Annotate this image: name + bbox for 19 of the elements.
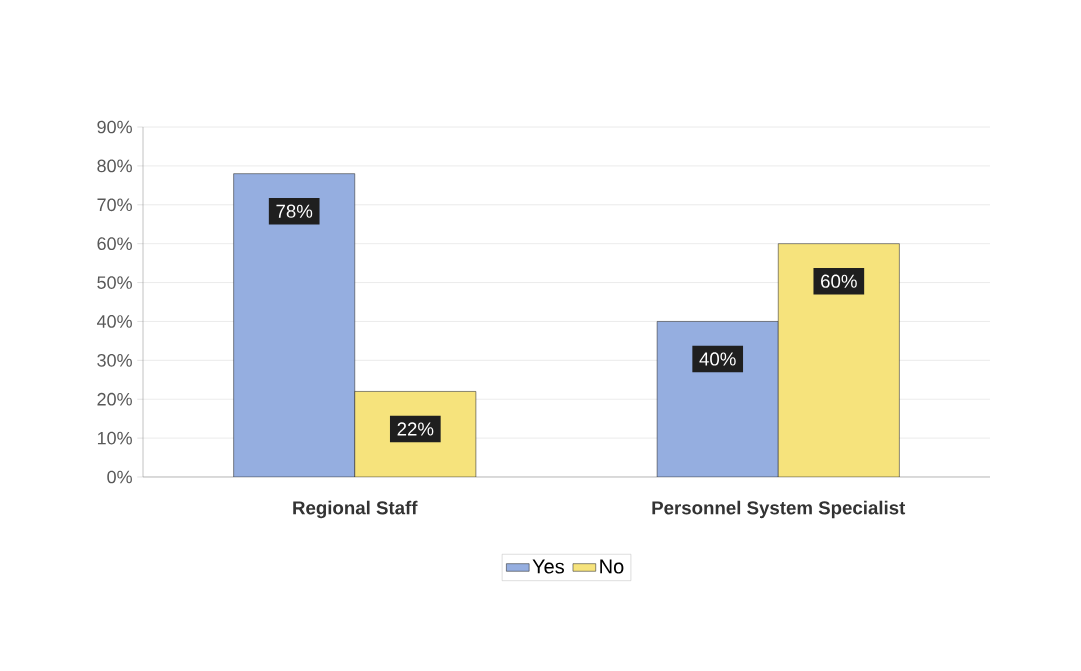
data-label: 78% [276, 204, 313, 218]
x-tick-label: Personnel System Specialist [652, 500, 906, 519]
y-tick-label: 30% [97, 353, 132, 367]
y-tick-label: 80% [97, 159, 132, 173]
y-tick-label: 0% [107, 470, 132, 484]
data-label: 22% [397, 422, 434, 436]
y-tick-label: 60% [97, 237, 132, 251]
data-label: 40% [699, 352, 736, 366]
x-tick-label: Regional Staff [293, 500, 418, 519]
legend-label: Yes [532, 559, 564, 574]
y-tick-label: 40% [96, 315, 132, 328]
y-tick-label: 90% [97, 120, 132, 134]
bar [777, 243, 900, 477]
y-tick-label: 50% [97, 276, 132, 289]
y-tick-label: 10% [97, 431, 132, 445]
y-tick-label: 20% [97, 392, 132, 406]
y-tick-label: 70% [97, 198, 132, 212]
data-label: 60% [821, 274, 857, 288]
legend-label: No [600, 559, 624, 574]
